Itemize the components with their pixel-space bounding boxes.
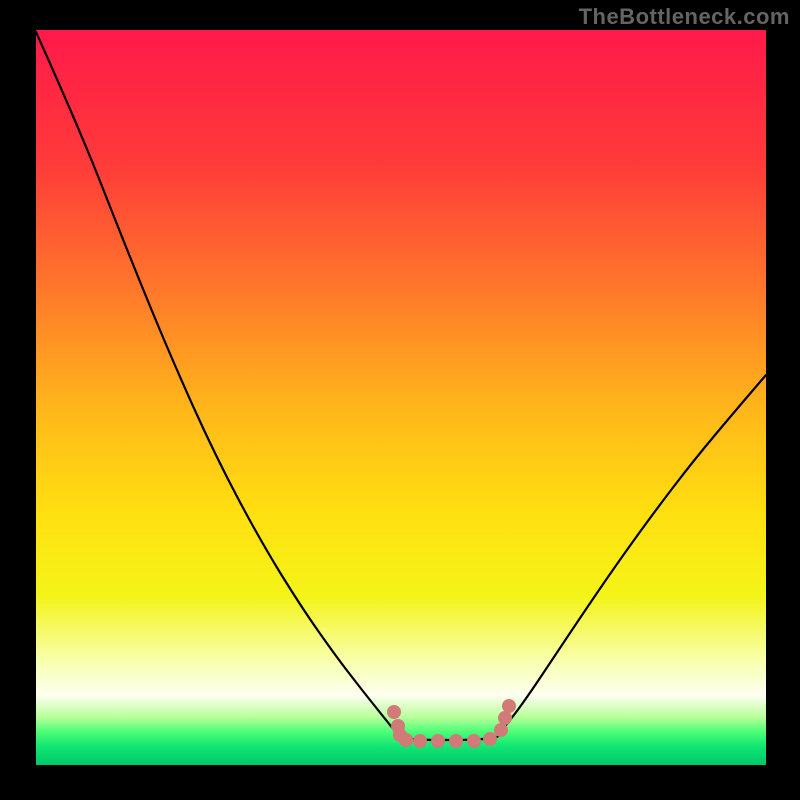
plot-area — [36, 30, 766, 765]
bottleneck-dot — [387, 705, 401, 719]
bottleneck-dot — [449, 734, 463, 748]
bottleneck-dot — [467, 734, 481, 748]
bottleneck-dot — [483, 732, 497, 746]
watermark-text: TheBottleneck.com — [579, 4, 790, 30]
bottleneck-dot — [399, 733, 413, 747]
bottleneck-dot — [494, 723, 508, 737]
bottleneck-dot — [431, 734, 445, 748]
chart-stage: TheBottleneck.com — [0, 0, 800, 800]
bottleneck-dot — [413, 734, 427, 748]
bottleneck-chart — [0, 0, 800, 800]
bottleneck-dot — [502, 699, 516, 713]
bottleneck-dot — [498, 711, 512, 725]
